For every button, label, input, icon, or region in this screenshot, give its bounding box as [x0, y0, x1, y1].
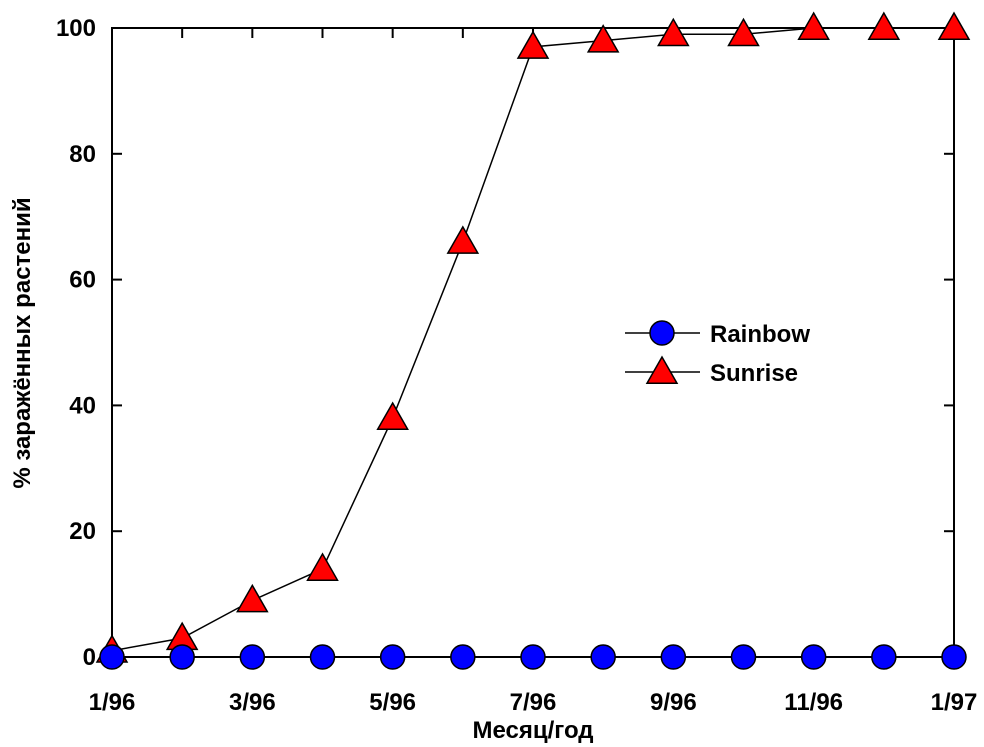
rainbow-point — [800, 644, 827, 670]
x-tick-label: 1/97 — [931, 689, 978, 716]
legend-label-sunrise: Sunrise — [710, 360, 798, 387]
y-tick-label: 40 — [69, 392, 96, 419]
y-tick-label: 20 — [69, 518, 96, 545]
x-tick-label: 7/96 — [510, 689, 557, 716]
rainbow-point — [309, 644, 336, 670]
legend: Rainbow Sunrise — [625, 320, 810, 387]
rainbow-point — [941, 644, 967, 670]
sunrise-point — [797, 11, 830, 40]
y-axis-ticks: 0 20 40 60 80 100 — [56, 15, 954, 671]
x-tick-label: 11/96 — [784, 689, 843, 716]
sunrise-point — [727, 17, 760, 47]
legend-circle-icon — [649, 320, 675, 346]
legend-label-rainbow: Rainbow — [710, 321, 810, 348]
sunrise-point — [867, 11, 901, 40]
sunrise-point — [516, 30, 550, 59]
x-axis-title: Месяц/год — [472, 717, 593, 744]
legend-triangle-icon — [645, 355, 679, 384]
sunrise-point — [657, 17, 690, 47]
y-tick-label: 100 — [56, 15, 96, 42]
rainbow-point — [730, 644, 757, 670]
rainbow-point — [239, 644, 266, 670]
y-axis-title: % заражённых растений — [9, 197, 36, 488]
sunrise-point — [586, 24, 620, 53]
x-tick-label: 1/96 — [89, 689, 136, 716]
sunrise-point — [306, 552, 339, 581]
y-tick-label: 0 — [83, 644, 96, 671]
rainbow-point — [871, 644, 897, 670]
plot-frame — [111, 27, 955, 658]
sunrise-point — [376, 401, 409, 430]
rainbow-point — [450, 644, 476, 670]
series-line-sunrise — [111, 27, 954, 652]
rainbow-point — [379, 644, 406, 670]
series-markers — [95, 11, 971, 670]
y-tick-label: 80 — [69, 141, 96, 168]
rainbow-point — [99, 644, 125, 670]
x-tick-label: 5/96 — [369, 689, 416, 716]
series-lines — [111, 27, 954, 658]
plot-area-border — [111, 27, 955, 658]
rainbow-point — [169, 644, 195, 670]
sunrise-point — [937, 11, 971, 40]
rainbow-point — [590, 644, 616, 670]
y-tick-label: 60 — [69, 267, 96, 294]
rainbow-point — [660, 644, 687, 670]
rainbow-point — [520, 644, 546, 670]
sunrise-point — [236, 583, 269, 613]
x-tick-label: 9/96 — [650, 689, 697, 716]
x-tick-label: 3/96 — [229, 689, 276, 716]
sunrise-point — [446, 225, 480, 254]
x-axis-ticks: 1/96 3/96 5/96 7/96 9/96 11/96 1/97 — [89, 28, 978, 716]
